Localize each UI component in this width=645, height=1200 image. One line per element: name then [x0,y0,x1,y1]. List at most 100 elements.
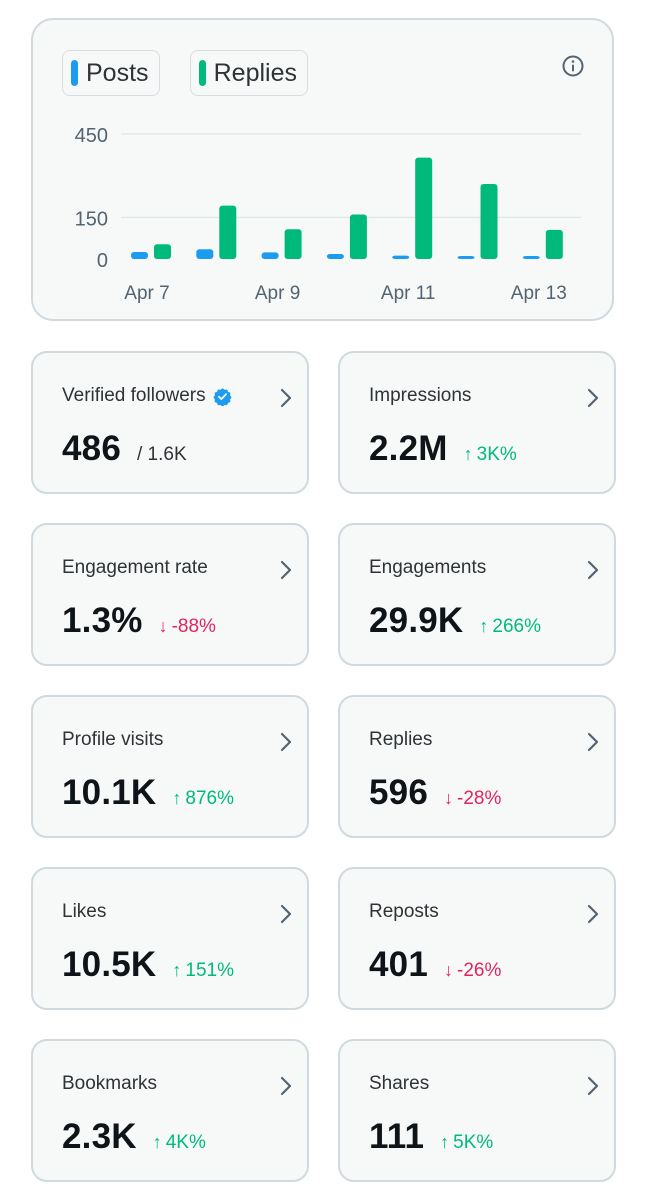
stat-value: 10.5K [62,945,157,984]
stat-value: 1.3% [62,601,143,640]
posts-swatch [71,60,78,86]
stat-card-engagements[interactable]: Engagements 29.9K ↑ 266% [338,523,616,666]
stat-label: Verified followers [62,385,232,407]
chevron-right-icon[interactable] [279,903,293,925]
x-tick-label: Apr 7 [124,283,169,304]
stat-label: Likes [62,901,106,923]
stat-label-text: Verified followers [62,385,206,406]
stat-label-text: Reposts [369,901,439,922]
arrow-up-icon: ↑ [479,616,489,636]
chevron-right-icon[interactable] [279,387,293,409]
chevron-right-icon[interactable] [586,559,600,581]
stat-label: Profile visits [62,729,163,751]
replies-swatch [199,60,206,86]
bar-replies-apr-8[interactable] [219,205,237,259]
bar-replies-apr-10[interactable] [349,214,367,259]
stat-delta-value: 876% [185,788,235,809]
y-tick-label: 450 [75,125,108,147]
y-tick-label: 0 [97,250,108,272]
stat-value-row: 2.3K ↑ 4K% [62,1117,206,1157]
info-icon[interactable] [561,54,585,78]
chevron-right-icon[interactable] [279,1075,293,1097]
stat-value: 2.3K [62,1117,137,1156]
stat-value-row: 29.9K ↑ 266% [369,601,541,641]
bar-posts-apr-12[interactable] [457,256,475,259]
stat-label-text: Replies [369,729,433,750]
arrow-up-icon: ↑ [152,1132,162,1152]
chevron-right-icon[interactable] [279,559,293,581]
stat-card-engagement-rate[interactable]: Engagement rate 1.3% ↓ -88% [31,523,309,666]
stat-card-likes[interactable]: Likes 10.5K ↑ 151% [31,867,309,1010]
stat-value-row: 10.1K ↑ 876% [62,773,234,813]
stat-delta-value: -26% [457,960,502,981]
x-tick-label: Apr 13 [511,283,567,304]
stat-label-text: Shares [369,1073,430,1094]
arrow-up-icon: ↑ [463,444,473,464]
bar-posts-apr-7[interactable] [131,252,148,259]
stat-delta-value: -28% [457,788,502,809]
legend-replies-label: Replies [213,58,297,87]
x-tick-label: Apr 11 [381,283,436,304]
bar-replies-apr-9[interactable] [284,229,302,259]
bar-posts-apr-10[interactable] [326,254,344,259]
stat-value-row: 1.3% ↓ -88% [62,601,216,641]
stat-value-row: 2.2M ↑ 3K% [369,429,517,469]
stat-delta: ↑ 266% [479,616,541,638]
bar-chart: 450 150 0 Apr 7 Apr 9 Apr 11 Apr 13 [75,125,581,304]
legend-posts[interactable]: Posts [62,50,160,96]
verified-badge-icon [212,387,232,406]
stat-label-text: Engagement rate [62,557,208,578]
stat-card-verified-followers[interactable]: Verified followers 486 / 1.6K [31,351,309,494]
stat-card-impressions[interactable]: Impressions 2.2M ↑ 3K% [338,351,616,494]
stat-delta: ↑ 5K% [440,1132,493,1154]
stat-delta-value: 4K% [165,1132,206,1153]
bar-replies-apr-12[interactable] [480,184,498,259]
stat-value: 111 [369,1117,425,1156]
stat-total: / 1.6K [137,444,187,465]
legend-replies[interactable]: Replies [190,50,308,96]
stat-card-reposts[interactable]: Reposts 401 ↓ -26% [338,867,616,1010]
stat-value-row: 486 / 1.6K [62,429,187,469]
chevron-right-icon[interactable] [586,1075,600,1097]
stat-delta-value: 266% [492,616,542,637]
stat-card-replies[interactable]: Replies 596 ↓ -28% [338,695,616,838]
stat-value-row: 596 ↓ -28% [369,773,501,813]
stat-delta-value: 5K% [453,1132,494,1153]
chevron-right-icon[interactable] [586,903,600,925]
stat-delta-value: 151% [185,960,235,981]
bar-replies-apr-7[interactable] [154,244,171,259]
bar-posts-apr-11[interactable] [392,255,410,259]
stat-label: Replies [369,729,432,751]
stat-value: 486 [62,429,121,468]
stat-value: 401 [369,945,428,984]
stat-label-text: Engagements [369,557,487,578]
stat-value-row: 401 ↓ -26% [369,945,501,985]
stat-value: 596 [369,773,428,812]
stat-label: Engagements [369,557,486,579]
arrow-up-icon: ↑ [172,788,182,808]
bar-posts-apr-13[interactable] [522,256,540,259]
stat-label-text: Bookmarks [62,1073,158,1094]
chevron-right-icon[interactable] [586,731,600,753]
stat-card-bookmarks[interactable]: Bookmarks 2.3K ↑ 4K% [31,1039,309,1182]
stat-value-row: 111 ↑ 5K% [369,1117,493,1157]
stat-card-shares[interactable]: Shares 111 ↑ 5K% [338,1039,616,1182]
stat-delta: ↑ 3K% [464,444,517,466]
chevron-right-icon[interactable] [279,731,293,753]
stat-value: 10.1K [62,773,157,812]
arrow-down-icon: ↓ [444,788,453,808]
bar-replies-apr-11[interactable] [415,157,433,259]
stat-label: Engagement rate [62,557,208,579]
bar-posts-apr-8[interactable] [196,249,214,259]
stat-label-text: Impressions [369,385,472,406]
bar-replies-apr-13[interactable] [545,229,563,259]
chevron-right-icon[interactable] [586,387,600,409]
stat-value: 29.9K [369,601,464,640]
arrow-down-icon: ↓ [158,616,168,636]
bar-posts-apr-9[interactable] [261,252,279,259]
stat-card-profile-visits[interactable]: Profile visits 10.1K ↑ 876% [31,695,309,838]
chart-card: Posts Replies 450 150 0 Apr 7 Apr 9 Apr 11 Apr… [31,18,614,321]
stat-delta: ↑ 151% [172,960,234,982]
arrow-up-icon: ↑ [440,1132,450,1152]
stat-label: Bookmarks [62,1073,157,1095]
